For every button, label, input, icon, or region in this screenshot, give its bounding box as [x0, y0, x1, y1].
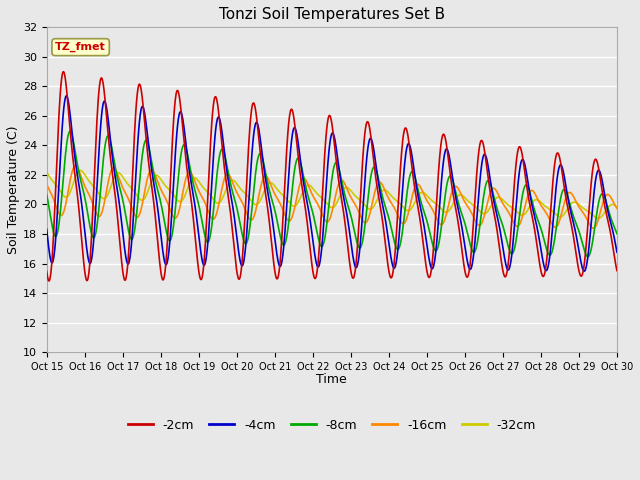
X-axis label: Time: Time	[316, 373, 347, 386]
Title: Tonzi Soil Temperatures Set B: Tonzi Soil Temperatures Set B	[219, 7, 445, 22]
Y-axis label: Soil Temperature (C): Soil Temperature (C)	[7, 125, 20, 254]
Legend: -2cm, -4cm, -8cm, -16cm, -32cm: -2cm, -4cm, -8cm, -16cm, -32cm	[123, 414, 541, 437]
Text: TZ_fmet: TZ_fmet	[55, 42, 106, 52]
